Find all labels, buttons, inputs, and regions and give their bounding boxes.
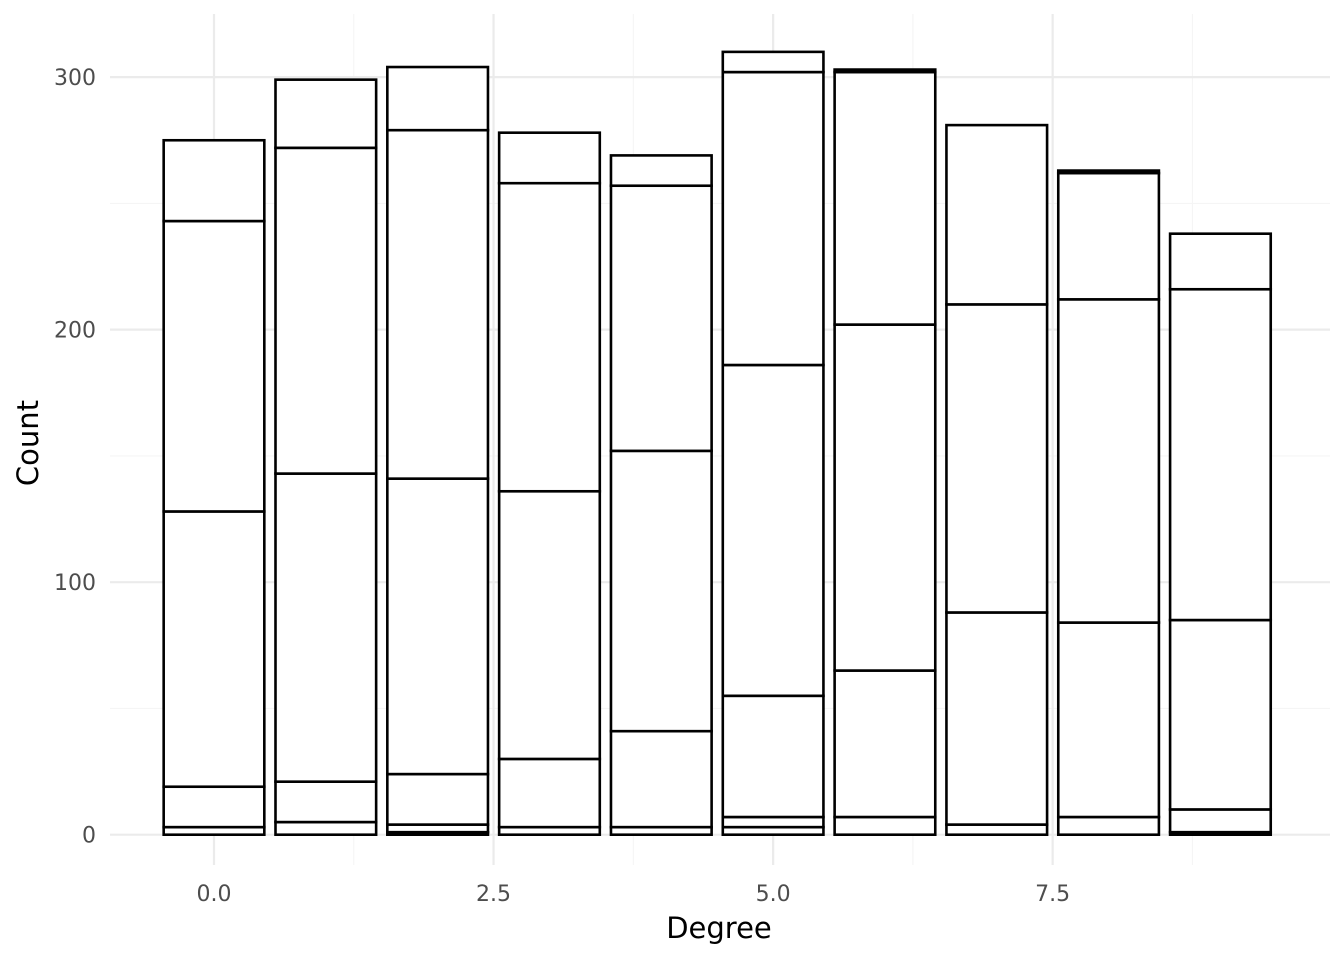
bar-segment (833, 323, 937, 672)
bar-segment (162, 138, 266, 223)
bar-segment (386, 772, 490, 826)
bar-segment (609, 449, 713, 733)
bar-segment (1056, 169, 1161, 175)
ticks-layer: 0.0 2.5 5.0 7.5 0 100 200 300 (54, 66, 1070, 907)
bar-segment (1168, 808, 1273, 834)
x-tick-label: 2.5 (476, 882, 511, 907)
bar-segment (1168, 618, 1273, 811)
bar-segment (945, 303, 1049, 614)
bar-segment (945, 123, 1049, 306)
bar-segment (945, 823, 1049, 836)
x-tick-label: 5.0 (756, 882, 791, 907)
bar-segment (721, 694, 825, 819)
bar-segment (721, 363, 825, 698)
bar-segment (1168, 232, 1273, 291)
y-tick-label: 100 (54, 571, 96, 596)
y-tick-label: 300 (54, 66, 96, 91)
bar-segment (497, 757, 602, 829)
bar-segment (721, 50, 825, 74)
bar-segment (274, 472, 378, 783)
bar-segment (497, 181, 602, 493)
bar-segment (721, 70, 825, 367)
bar-segment (497, 131, 602, 185)
bar-segment (833, 815, 937, 836)
bar-segment (386, 65, 490, 132)
bars-layer (162, 50, 1273, 836)
bar-segment (386, 477, 490, 776)
bar-segment (1056, 171, 1161, 301)
bar-segment (274, 146, 378, 475)
bar-segment (274, 820, 378, 836)
bar-segment (609, 729, 713, 829)
bar-segment (833, 68, 937, 74)
bar-segment (1056, 621, 1161, 819)
bar-segment (162, 510, 266, 789)
bar-segment (833, 70, 937, 326)
bar-segment (609, 184, 713, 453)
bar-segment (609, 154, 713, 188)
bar-segment (274, 780, 378, 824)
bar-segment (162, 219, 266, 513)
y-tick-label: 0 (82, 824, 96, 849)
y-tick-label: 200 (54, 319, 96, 344)
bar-segment (162, 785, 266, 829)
bar-segment (945, 611, 1049, 826)
x-axis-title: Degree (666, 911, 772, 945)
bar-segment (1056, 815, 1161, 836)
bar-segment (274, 78, 378, 150)
bar-segment (386, 128, 490, 480)
bar-segment (833, 669, 937, 819)
x-tick-label: 0.0 (196, 882, 231, 907)
bar-segment (721, 815, 825, 829)
bar-segment (1168, 287, 1273, 622)
bar-segment (497, 489, 602, 761)
bar-segment (1056, 298, 1161, 624)
x-tick-label: 7.5 (1035, 882, 1070, 907)
y-axis-title: Count (11, 400, 45, 486)
